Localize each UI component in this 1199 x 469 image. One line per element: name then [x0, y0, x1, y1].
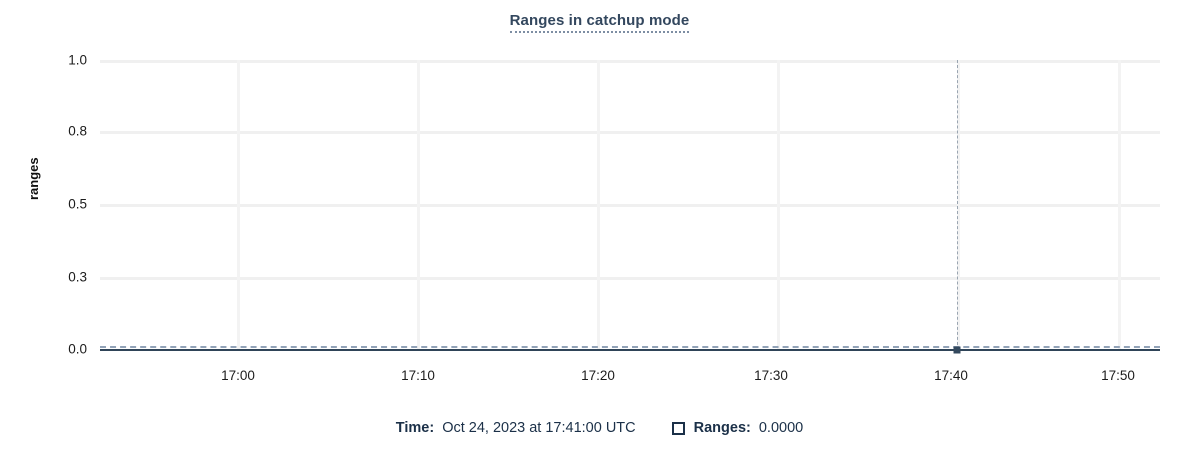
x-tick-label: 17:20: [581, 368, 615, 383]
gridline-vertical: [597, 60, 600, 350]
legend-checkbox-icon[interactable]: [671, 421, 685, 435]
y-tick-label: 0.8: [68, 123, 87, 139]
crosshair-horizontal-line: [100, 346, 1160, 348]
y-tick-label: 1.0: [68, 52, 87, 68]
crosshair-vertical-line: [957, 60, 958, 350]
tooltip-time-group: Time: Oct 24, 2023 at 17:41:00 UTC: [396, 420, 636, 436]
tooltip-time-value: Oct 24, 2023 at 17:41:00 UTC: [442, 420, 636, 436]
gridline-vertical: [777, 60, 780, 350]
page-title: Ranges in catchup mode: [0, 12, 1199, 33]
gridline-vertical: [957, 60, 960, 350]
gridline-horizontal: [100, 277, 1160, 280]
x-tick-label: 17:40: [934, 368, 968, 383]
y-tick-label: 0.3: [68, 269, 87, 285]
tooltip-legend-bar: Time: Oct 24, 2023 at 17:41:00 UTC Range…: [0, 420, 1199, 436]
x-tick-label: 17:30: [754, 368, 788, 383]
chart-title-text: Ranges in catchup mode: [509, 12, 690, 33]
tooltip-time-label: Time:: [395, 420, 435, 436]
plot-area[interactable]: [100, 60, 1160, 354]
data-point-marker[interactable]: [953, 346, 961, 354]
gridline-vertical: [237, 60, 240, 350]
gridline-horizontal: [100, 131, 1160, 134]
gridline-horizontal: [100, 60, 1160, 63]
legend-item-ranges[interactable]: Ranges: 0.0000: [671, 420, 804, 436]
gridline-vertical: [417, 60, 420, 350]
y-tick-label: 0.0: [68, 341, 87, 357]
legend-ranges-label: Ranges:: [693, 420, 751, 436]
x-tick-label: 17:10: [401, 368, 435, 383]
series-line-ranges: [100, 349, 1160, 351]
y-tick-label: 0.5: [68, 196, 87, 212]
gridline-horizontal: [100, 204, 1160, 207]
x-tick-label: 17:50: [1101, 368, 1135, 383]
legend-ranges-value: 0.0000: [758, 420, 804, 436]
x-tick-label: 17:00: [221, 368, 255, 383]
y-axis-title: ranges: [26, 157, 41, 200]
gridline-vertical: [1118, 60, 1121, 350]
